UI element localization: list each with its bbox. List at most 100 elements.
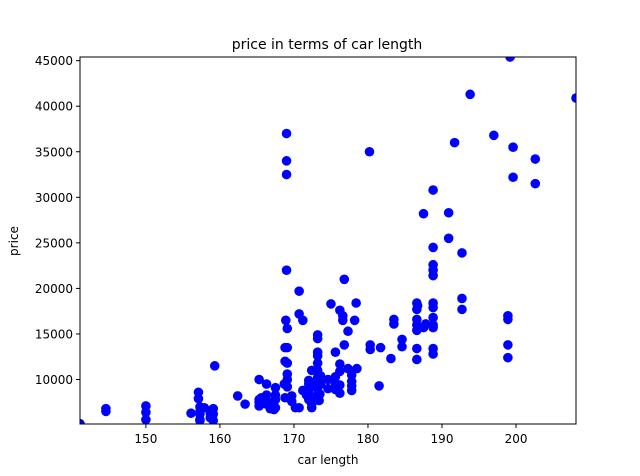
- data-point: [428, 242, 438, 253]
- plot-area: [80, 57, 576, 424]
- x-tick-label: 190: [431, 432, 454, 446]
- data-point: [294, 286, 304, 296]
- data-point: [457, 304, 467, 315]
- y-tick-label: 35000: [35, 145, 73, 159]
- data-point: [457, 293, 467, 304]
- data-point: [428, 322, 438, 333]
- x-tick-label: 150: [134, 432, 157, 446]
- data-point: [449, 137, 460, 148]
- axes-frame: [79, 56, 577, 425]
- data-point: [508, 172, 518, 183]
- data-point: [209, 361, 220, 371]
- data-point: [281, 156, 292, 166]
- x-axis: 150 160 170 180 190 200: [134, 424, 527, 446]
- data-point: [195, 415, 205, 424]
- data-point: [489, 130, 499, 141]
- data-point: [281, 265, 292, 275]
- data-point: [323, 374, 333, 385]
- data-point: [412, 343, 422, 354]
- data-point: [389, 319, 399, 329]
- data-point: [428, 185, 438, 195]
- data-point: [346, 385, 357, 396]
- data-point: [339, 340, 350, 350]
- data-point: [443, 207, 454, 218]
- data-point: [335, 388, 345, 398]
- data-point: [375, 342, 386, 353]
- data-point: [530, 154, 541, 164]
- data-point: [141, 407, 151, 418]
- data-point: [315, 371, 326, 381]
- y-axis: 10000 15000 20000 25000 30000 35000 40000 45000: [35, 54, 80, 387]
- data-point: [281, 128, 292, 139]
- data-point: [443, 233, 454, 244]
- data-point: [261, 379, 272, 389]
- data-point: [232, 391, 243, 401]
- y-tick-label: 10000: [35, 373, 73, 387]
- y-tick-label: 15000: [35, 327, 73, 341]
- data-point: [343, 326, 353, 337]
- data-point: [465, 89, 475, 100]
- data-point: [282, 323, 293, 334]
- data-point: [281, 169, 292, 180]
- data-point: [457, 248, 467, 258]
- x-axis-label: car length: [298, 453, 359, 467]
- data-point: [270, 402, 281, 413]
- data-point: [282, 358, 293, 368]
- data-point: [412, 354, 422, 365]
- data-point: [412, 300, 423, 311]
- data-point: [351, 298, 361, 308]
- data-point: [503, 352, 513, 363]
- data-point: [338, 315, 348, 326]
- data-point: [80, 418, 85, 424]
- data-point: [505, 57, 515, 62]
- data-point: [428, 349, 438, 359]
- data-point: [374, 381, 384, 391]
- data-point: [349, 315, 360, 326]
- x-tick-label: 180: [357, 432, 380, 446]
- data-point: [282, 342, 293, 353]
- data-point: [282, 382, 293, 392]
- y-tick-label: 20000: [35, 282, 73, 296]
- data-point: [420, 319, 431, 329]
- data-point: [270, 394, 281, 405]
- data-point: [193, 393, 204, 404]
- data-point: [270, 382, 281, 393]
- data-point: [352, 363, 362, 374]
- data-point: [326, 299, 336, 309]
- x-tick-label: 160: [208, 432, 231, 446]
- data-point: [428, 302, 438, 313]
- data-point: [508, 142, 518, 152]
- data-point: [315, 389, 325, 399]
- data-point: [397, 341, 407, 352]
- x-tick-label: 170: [282, 432, 305, 446]
- y-axis-label: price: [7, 226, 21, 256]
- data-point: [312, 351, 323, 361]
- data-point: [335, 359, 345, 369]
- data-point: [281, 315, 291, 326]
- data-point: [503, 314, 513, 325]
- data-point: [335, 380, 345, 390]
- data-point: [364, 146, 375, 157]
- data-point: [254, 374, 264, 385]
- data-point: [254, 401, 264, 411]
- data-point: [186, 408, 196, 419]
- data-point: [571, 93, 576, 103]
- data-point: [315, 379, 326, 389]
- data-point: [530, 178, 541, 189]
- data-point: [503, 340, 513, 350]
- data-point: [141, 414, 151, 424]
- data-point: [335, 366, 345, 377]
- chart-title: price in terms of car length: [232, 37, 423, 53]
- y-tick-label: 25000: [35, 236, 73, 250]
- data-point: [312, 333, 323, 344]
- data-point: [323, 383, 333, 394]
- data-point: [365, 344, 376, 355]
- y-tick-label: 40000: [35, 100, 73, 114]
- data-point: [428, 312, 438, 323]
- data-point: [306, 402, 317, 413]
- data-point: [386, 353, 396, 364]
- data-point: [240, 399, 250, 409]
- data-point: [208, 415, 219, 424]
- data-point: [428, 270, 438, 281]
